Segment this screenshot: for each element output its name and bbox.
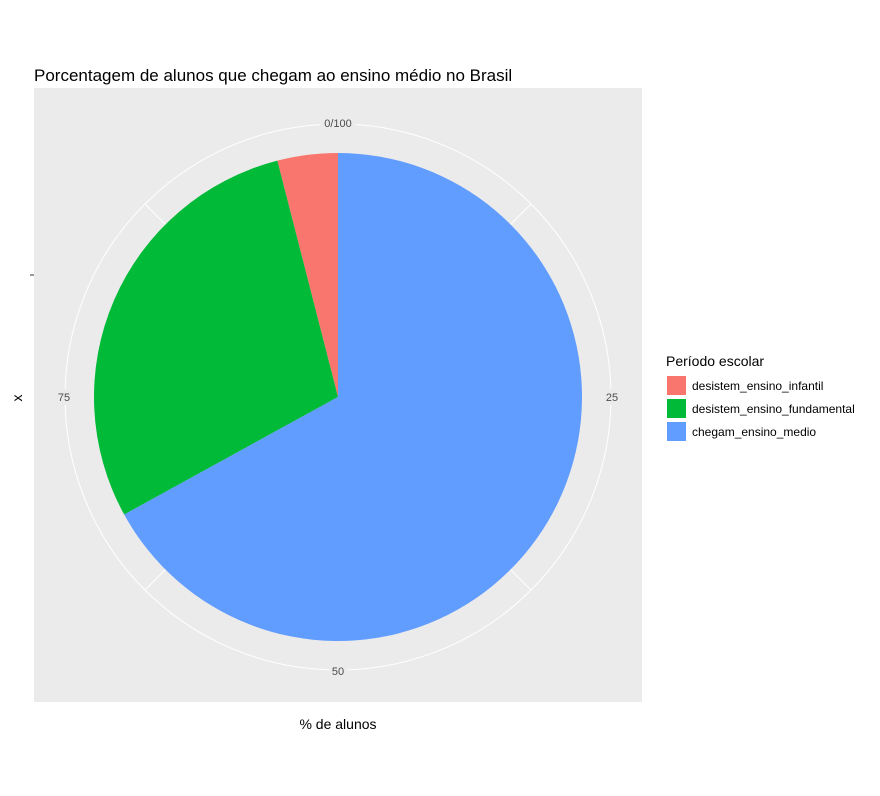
legend-key xyxy=(666,421,687,442)
angle-tick-label: 0/100 xyxy=(324,118,352,130)
legend-title: Período escolar xyxy=(666,353,765,369)
legend-key xyxy=(666,398,687,419)
angle-tick-label: 50 xyxy=(332,666,344,678)
angle-tick-label-bg xyxy=(320,115,356,131)
legend-key xyxy=(666,375,687,396)
angle-tick-label-bg xyxy=(329,663,347,679)
pie-slice-chegam-ensino-medio xyxy=(124,153,583,642)
legend-item: desistem_ensino_fundamental xyxy=(666,397,855,420)
angle-tick-label: 75 xyxy=(58,392,70,404)
angle-tick-label-bg xyxy=(55,389,73,405)
legend-label: desistem_ensino_infantil xyxy=(692,378,824,393)
legend-label: desistem_ensino_fundamental xyxy=(692,401,855,416)
legend: Período escolar desistem_ensino_infantil… xyxy=(666,353,855,443)
chart-title: Porcentagem de alunos que chegam ao ensi… xyxy=(34,66,513,85)
x-axis-label: % de alunos xyxy=(299,716,377,732)
slice-layer xyxy=(94,153,583,642)
y-axis-label: x xyxy=(9,394,25,402)
angle-tick-label: 25 xyxy=(606,392,618,404)
angle-tick-label-bg xyxy=(603,389,621,405)
pie-slice-desistem-ensino-fundamental xyxy=(94,160,339,515)
legend-items: desistem_ensino_infantil desistem_ensino_… xyxy=(666,374,855,443)
legend-label: chegam_ensino_medio xyxy=(692,424,817,439)
legend-item: chegam_ensino_medio xyxy=(666,420,855,443)
tick-layer: 0/100 25 50 75 xyxy=(30,115,621,679)
legend-item: desistem_ensino_infantil xyxy=(666,374,855,397)
pie-slice-desistem-ensino-infantil xyxy=(277,153,338,397)
